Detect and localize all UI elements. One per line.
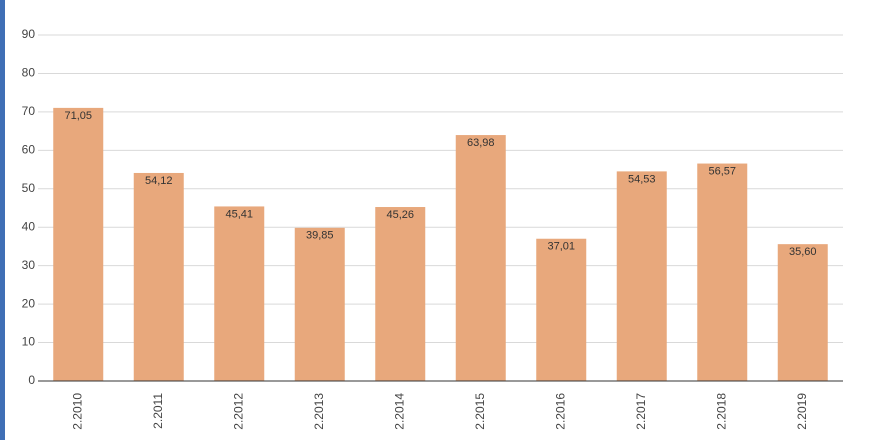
value-label: 63,98 bbox=[467, 137, 495, 149]
x-tick-label: 2.2014 bbox=[392, 393, 406, 430]
x-tick-label: 2.2019 bbox=[795, 393, 809, 430]
y-tick-label: 20 bbox=[22, 296, 36, 310]
bar bbox=[133, 172, 184, 381]
bar bbox=[455, 135, 506, 381]
left-border bbox=[0, 0, 5, 440]
value-label: 35,60 bbox=[789, 246, 817, 258]
value-label: 54,53 bbox=[628, 173, 656, 185]
y-tick-label: 10 bbox=[22, 335, 36, 349]
y-tick-label: 40 bbox=[22, 219, 36, 233]
bar bbox=[294, 227, 345, 381]
value-label: 45,41 bbox=[225, 208, 253, 220]
bar bbox=[53, 107, 104, 382]
x-tick-label: 2.2011 bbox=[151, 393, 165, 429]
y-tick-label: 90 bbox=[22, 27, 36, 41]
x-tick-label: 2.2010 bbox=[70, 393, 84, 430]
value-label: 39,85 bbox=[306, 230, 334, 242]
y-tick-label: 80 bbox=[22, 66, 36, 80]
bar bbox=[375, 207, 426, 381]
bar bbox=[536, 238, 587, 381]
y-tick-label: 70 bbox=[22, 104, 36, 118]
value-label: 56,57 bbox=[708, 165, 736, 177]
bar bbox=[777, 244, 828, 381]
value-label: 37,01 bbox=[547, 241, 575, 253]
x-tick-label: 2.2012 bbox=[231, 393, 245, 430]
value-label: 71,05 bbox=[64, 110, 92, 122]
y-tick-label: 30 bbox=[22, 258, 36, 272]
bar bbox=[214, 206, 265, 381]
bar bbox=[616, 171, 667, 381]
value-label: 45,26 bbox=[386, 209, 414, 221]
y-tick-label: 50 bbox=[22, 181, 36, 195]
y-tick-label: 60 bbox=[22, 143, 36, 157]
x-tick-label: 2.2015 bbox=[473, 393, 487, 430]
y-tick-label: 0 bbox=[28, 373, 35, 387]
value-label: 54,12 bbox=[145, 175, 173, 187]
x-tick-label: 2.2017 bbox=[634, 393, 648, 430]
y-tick-label: 100 bbox=[15, 0, 35, 3]
x-tick-label: 2.2016 bbox=[553, 393, 567, 430]
x-tick-label: 2.2013 bbox=[312, 393, 326, 430]
x-tick-label: 2.2018 bbox=[714, 393, 728, 430]
bar bbox=[697, 163, 748, 381]
